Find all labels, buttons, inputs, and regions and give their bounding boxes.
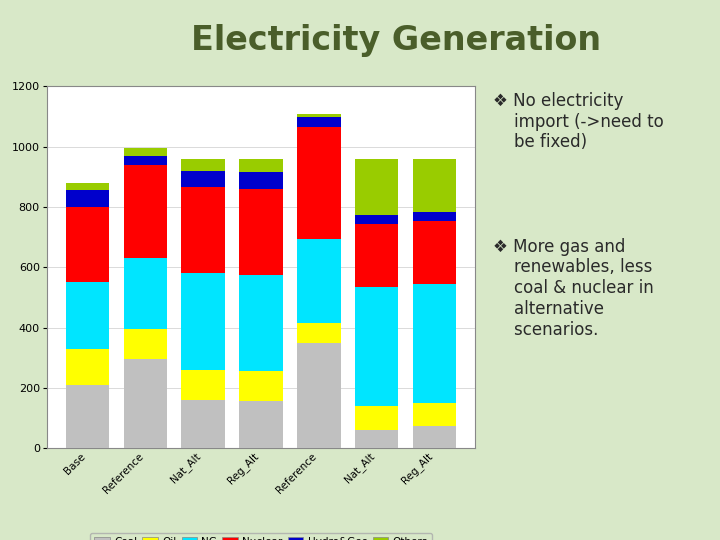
Bar — [181, 171, 225, 187]
Bar — [66, 385, 109, 448]
Bar — [297, 343, 341, 448]
Bar — [181, 273, 225, 370]
Bar — [181, 370, 225, 400]
Bar — [413, 403, 456, 426]
Text: ❖ More gas and
    renewables, less
    coal & nuclear in
    alternative
    sc: ❖ More gas and renewables, less coal & n… — [493, 238, 654, 339]
Bar — [355, 159, 398, 214]
Bar — [239, 275, 283, 372]
Bar — [355, 406, 398, 430]
Bar — [413, 426, 456, 448]
Bar — [355, 287, 398, 406]
Bar — [297, 113, 341, 117]
Bar — [239, 372, 283, 401]
Bar — [66, 191, 109, 207]
Bar — [239, 189, 283, 275]
Bar — [297, 239, 341, 323]
Bar — [66, 282, 109, 349]
Bar — [239, 159, 283, 172]
Bar — [66, 183, 109, 191]
Bar — [413, 212, 456, 220]
Bar — [297, 117, 341, 127]
Bar — [355, 430, 398, 448]
Bar — [124, 258, 167, 329]
Bar — [181, 187, 225, 273]
Bar — [181, 159, 225, 171]
Bar — [297, 323, 341, 343]
Bar — [239, 401, 283, 448]
Text: ❖ No electricity
    import (->need to
    be fixed): ❖ No electricity import (->need to be fi… — [493, 92, 664, 151]
Bar — [239, 172, 283, 189]
Bar — [124, 148, 167, 156]
Bar — [355, 224, 398, 287]
Bar — [124, 165, 167, 258]
Text: Electricity Generation: Electricity Generation — [191, 24, 601, 57]
Bar — [181, 400, 225, 448]
Bar — [297, 127, 341, 239]
Bar — [355, 214, 398, 224]
Bar — [124, 359, 167, 448]
Bar — [66, 207, 109, 282]
Legend: Coal, Oil, NG, Nuclear, Hydro&Geo, Others: Coal, Oil, NG, Nuclear, Hydro&Geo, Other… — [90, 533, 432, 540]
Bar — [124, 156, 167, 165]
Bar — [124, 329, 167, 359]
Bar — [413, 159, 456, 212]
Bar — [66, 349, 109, 385]
Bar — [413, 220, 456, 284]
Bar — [413, 284, 456, 403]
